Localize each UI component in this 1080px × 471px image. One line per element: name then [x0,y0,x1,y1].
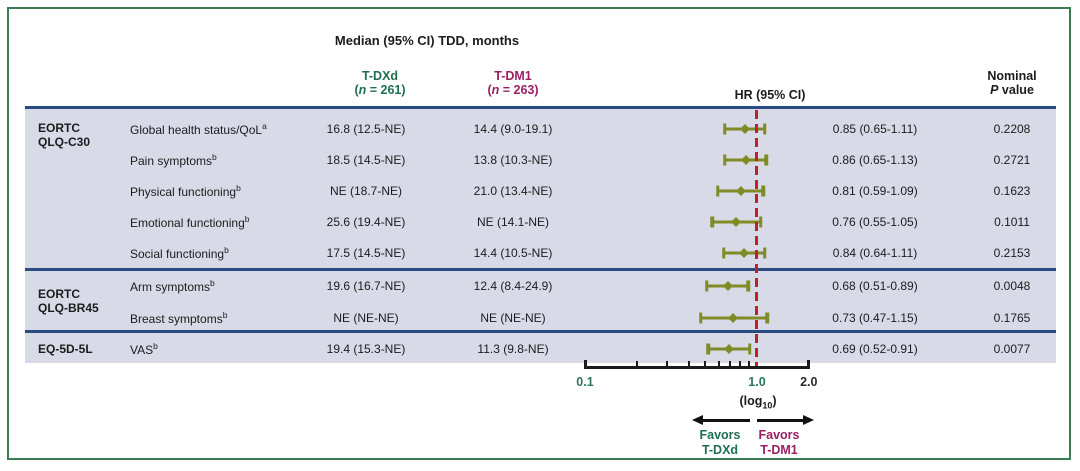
ci-lower-cap [723,123,727,135]
axis-minor-tick [717,361,720,366]
tdm1-value: NE (NE-NE) [480,311,546,325]
axis-tick-label: 2.0 [800,375,818,389]
hr-value: 0.76 (0.55-1.05) [832,215,918,229]
tdxd-value: 19.4 (15.3-NE) [326,342,406,356]
tdxd-value: NE (18.7-NE) [329,184,403,198]
axis-minor-tick [666,361,669,366]
row-label: Emotional functioningb [130,214,250,230]
hr-value: 0.86 (0.65-1.13) [832,153,918,167]
favors-tdm1-label: Favors T-DM1 [758,428,800,457]
tdm1-value: 13.8 (10.3-NE) [473,153,553,167]
separator-line [25,268,1056,271]
row-label: Physical functioningb [130,183,241,199]
figure-title: Median (95% CI) TDD, months [334,33,520,48]
ci-lower-cap [706,343,710,355]
tdm1-n: (n = 263) [487,83,539,97]
axis-minor-tick [729,361,732,366]
row-label: Arm symptomsb [130,278,215,294]
nominal-label: Nominal [987,69,1037,83]
row-label: VASb [130,341,158,357]
column-header-pvalue: Nominal P value [987,69,1036,97]
p-value: 0.1011 [994,215,1030,229]
separator-line [25,106,1056,109]
group-label: EORTC QLQ-C30 [38,121,91,149]
tdm1-value: 11.3 (9.8-NE) [477,342,549,356]
tdm1-value: 14.4 (10.5-NE) [473,246,553,260]
pvalue-label: P value [990,83,1034,97]
p-value: 0.0048 [993,279,1031,293]
column-header-tdxd: T-DXd (n = 261) [354,69,405,97]
tdm1-value: NE (14.1-NE) [476,215,550,229]
column-header-hr: HR (95% CI) [734,88,806,102]
ci-lower-cap [698,312,703,324]
figure-border [7,7,1071,460]
tdxd-value: 19.6 (16.7-NE) [326,279,406,293]
ci-lower-cap [715,185,720,197]
ci-lower-cap [723,154,727,166]
favors-right-arrow-icon [803,414,814,425]
p-value: 0.1765 [993,311,1031,325]
axis-minor-tick [704,361,707,366]
favors-right-arrow-shaft [757,418,803,422]
x-axis-line [585,366,809,369]
row-label: Social functioningb [130,245,229,261]
tdxd-value: 25.6 (19.4-NE) [326,215,406,229]
hr-value: 0.84 (0.64-1.11) [832,246,918,260]
ci-upper-cap [763,123,767,135]
ci-lower-cap [710,216,715,228]
p-value: 0.1623 [993,184,1031,198]
ci-upper-cap [763,247,767,259]
axis-log-note: (log10) [739,394,777,411]
p-value: 0.0077 [993,342,1031,356]
p-value: 0.2153 [993,246,1031,260]
group-label: EQ-5D-5L [38,342,93,356]
ci-upper-cap [746,280,751,292]
ci-upper-cap [748,343,752,355]
table-band [25,109,1056,363]
p-value: 0.2721 [993,153,1031,167]
hr-value: 0.85 (0.65-1.11) [832,122,918,136]
tdxd-n: (n = 261) [354,83,406,97]
row-label: Pain symptomsb [130,152,217,168]
tdm1-value: 21.0 (13.4-NE) [473,184,553,198]
ci-lower-cap [721,247,726,259]
row-label: Breast symptomsb [130,310,228,326]
favors-tdxd-label: Favors T-DXd [699,428,741,457]
tdxd-value: 17.5 (14.5-NE) [326,246,406,260]
axis-minor-tick [635,361,638,366]
axis-end-cap [583,360,587,369]
separator-line [25,330,1056,333]
tdxd-value: 16.8 (12.5-NE) [326,122,406,136]
hr-value: 0.73 (0.47-1.15) [832,311,918,325]
group-label: EORTC QLQ-BR45 [38,287,99,315]
axis-minor-tick [748,361,751,366]
favors-left-arrow-shaft [702,418,750,422]
reference-line-hr1 [754,110,758,367]
axis-end-cap [807,360,811,369]
tdxd-name: T-DXd [361,69,399,83]
ci-upper-cap [764,154,768,166]
ci-upper-cap [761,185,766,197]
row-label: Global health status/QoLa [130,121,267,137]
axis-tick-label: 0.1 [576,375,594,389]
tdxd-value: 18.5 (14.5-NE) [326,153,406,167]
axis-minor-tick [687,361,690,366]
ci-upper-cap [758,216,763,228]
favors-left-arrow-icon [692,414,703,425]
p-value: 0.2208 [993,122,1031,136]
ci-lower-cap [704,280,709,292]
tdm1-value: 14.4 (9.0-19.1) [473,122,553,136]
tdxd-value: NE (NE-NE) [333,311,399,325]
axis-minor-tick [739,361,742,366]
ci-upper-cap [765,312,770,324]
hr-value: 0.68 (0.51-0.89) [832,279,918,293]
hr-value: 0.69 (0.52-0.91) [832,342,918,356]
hr-value: 0.81 (0.59-1.09) [832,184,918,198]
column-header-tdm1: T-DM1 (n = 263) [487,69,538,97]
tdm1-name: T-DM1 [494,69,532,83]
tdm1-value: 12.4 (8.4-24.9) [473,279,553,293]
axis-tick-label: 1.0 [748,375,766,389]
